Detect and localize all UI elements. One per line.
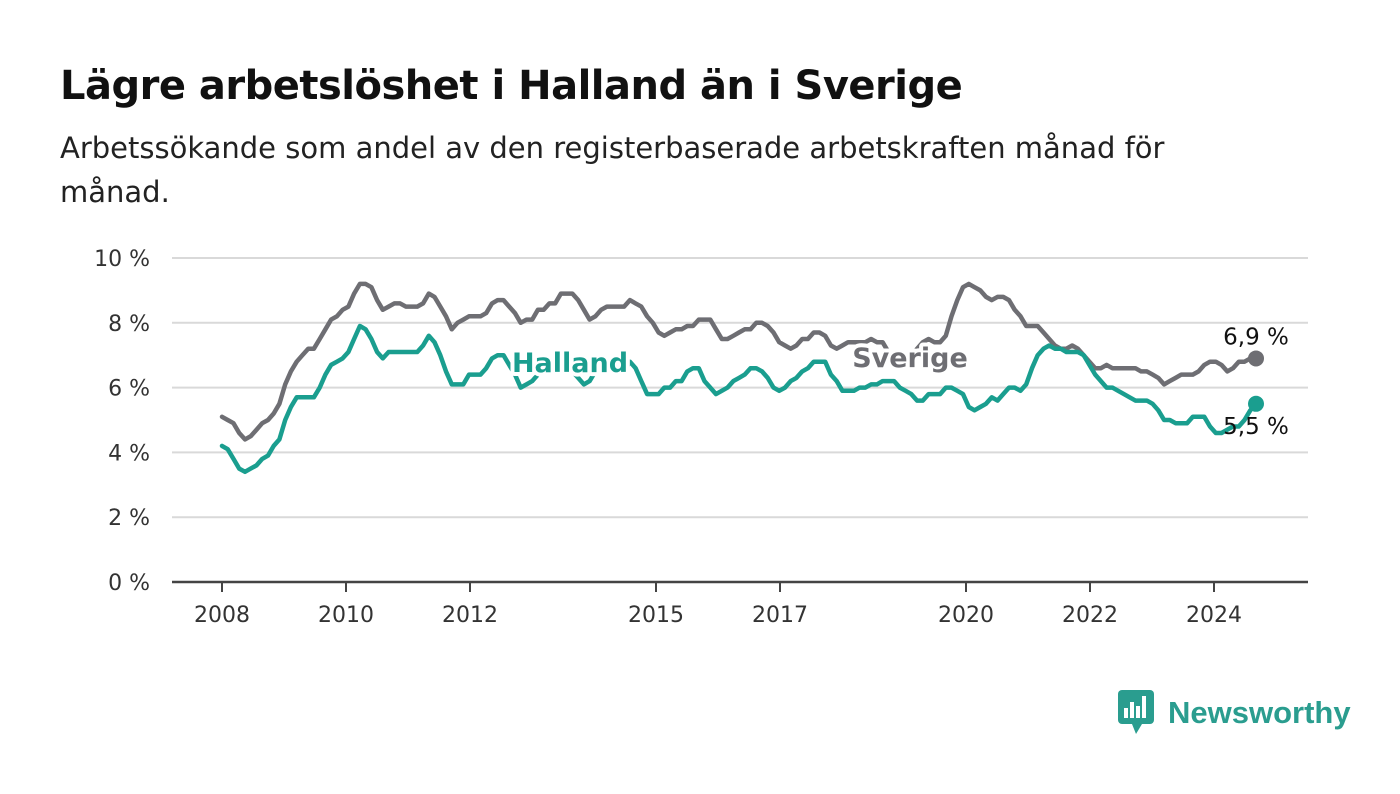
- end-value-label-sverige: 6,9 %: [1223, 324, 1289, 350]
- y-tick-label: 0 %: [108, 571, 150, 596]
- y-tick-label: 10 %: [94, 247, 150, 272]
- newsworthy-logo[interactable]: Newsworthy: [1118, 690, 1351, 736]
- chart-title: Lägre arbetslöshet i Halland än i Sverig…: [60, 63, 963, 109]
- series-lines: [219, 281, 1264, 475]
- series-endpoint-sverige: [1248, 350, 1264, 367]
- series-endpoint-halland: [1248, 395, 1264, 412]
- y-tick-label: 2 %: [108, 506, 150, 531]
- brand-name: Newsworthy: [1168, 695, 1351, 730]
- y-axis: 0 % 2 % 4 % 6 % 8 % 10 %: [94, 247, 150, 596]
- series-line-sverige: [219, 281, 1259, 442]
- y-tick-label: 4 %: [108, 441, 150, 466]
- x-tick-label: 2010: [318, 603, 374, 628]
- x-tick-label: 2020: [938, 603, 994, 628]
- chart-subtitle: Arbetssökande som andel av den registerb…: [60, 131, 1165, 209]
- x-tick-label: 2022: [1062, 603, 1118, 628]
- x-tick-label: 2024: [1186, 603, 1242, 628]
- series-name-halo: Halland: [512, 348, 628, 379]
- end-value-label-halland: 5,5 %: [1223, 414, 1289, 440]
- y-tick-label: 6 %: [108, 377, 150, 402]
- x-axis: 2008 2010 2012 2015 2017 2020 2022 2024: [172, 580, 1308, 628]
- x-tick-label: 2012: [442, 603, 498, 628]
- series-line-halland: [219, 323, 1259, 475]
- x-tick-label: 2015: [628, 603, 684, 628]
- grid-lines: [172, 257, 1308, 519]
- bar-chart-logo-icon: [1118, 690, 1154, 734]
- series-name-label-halland: Halland: [512, 348, 628, 379]
- series-name-halo: Sverige: [852, 343, 968, 374]
- series-name-label-sverige: Sverige: [852, 343, 968, 374]
- y-tick-label: 8 %: [108, 312, 150, 337]
- x-tick-label: 2008: [194, 603, 250, 628]
- x-tick-label: 2017: [752, 603, 808, 628]
